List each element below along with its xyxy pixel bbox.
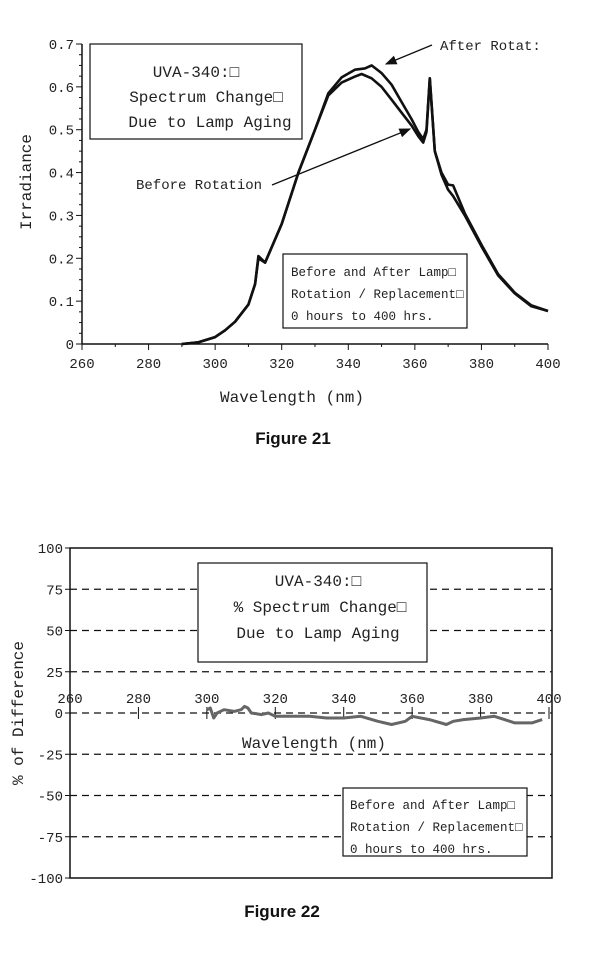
x-tick-label: 320 xyxy=(269,357,294,373)
x-axis-label: Wavelength (nm) xyxy=(242,735,386,753)
note-box xyxy=(342,787,528,857)
title-line-3: Due to Lamp Aging xyxy=(236,625,399,643)
y-tick-label: 100 xyxy=(38,542,63,558)
annotation-before-rotation: Before Rotation xyxy=(136,178,262,194)
note-box xyxy=(282,253,468,329)
title-box xyxy=(89,43,303,140)
y-tick-label: 25 xyxy=(46,666,63,682)
x-tick-label: 400 xyxy=(536,692,561,708)
x-tick-label: 360 xyxy=(402,357,427,373)
x-tick-label: 300 xyxy=(194,692,219,708)
x-tick-label: 320 xyxy=(263,692,288,708)
y-tick-label: 0 xyxy=(55,707,63,723)
y-tick-label: 0.6 xyxy=(49,81,74,97)
title-line-2: Spectrum Change□ xyxy=(129,89,283,107)
chart-figure-22: 100 75 50 25 0 -25 -50 -75 -100 260 280 300 320 340 36… xyxy=(10,542,562,921)
y-axis-label: Irradiance xyxy=(18,134,36,230)
x-axis-label: Wavelength (nm) xyxy=(220,389,364,407)
x-tick-label: 400 xyxy=(535,357,560,373)
title-box xyxy=(197,562,428,663)
title-line-1: UVA-340:□ xyxy=(275,573,362,591)
chart-figure-21: 0 0.1 0.2 0.3 0.4 0.5 0.6 0.7 260 280 300 320 340 360… xyxy=(18,38,561,448)
y-tick-label: 0.1 xyxy=(49,295,74,311)
x-tick-label: 340 xyxy=(336,357,361,373)
note-line-1: Before and After Lamp□ xyxy=(350,799,516,813)
y-tick-label: 0.5 xyxy=(49,124,74,140)
y-tick-label: 0.7 xyxy=(49,38,74,54)
series-before-rotation xyxy=(181,72,549,346)
figure-caption: Figure 22 xyxy=(244,902,320,921)
x-tick-label: 380 xyxy=(469,357,494,373)
y-tick-label: -25 xyxy=(38,748,63,764)
y-tick-label: -75 xyxy=(38,831,63,847)
y-tick-label: 0 xyxy=(66,338,74,354)
y-tick-label: 0.2 xyxy=(49,252,74,268)
y-tick-label: -50 xyxy=(38,790,63,806)
series-percent-difference xyxy=(206,704,543,726)
x-tick-label: 280 xyxy=(136,357,161,373)
arrow-after xyxy=(384,44,433,65)
title-line-1: UVA-340:□ xyxy=(153,64,240,82)
note-line-2: Rotation / Replacement□ xyxy=(291,288,464,302)
y-tick-label: 50 xyxy=(46,625,63,641)
title-line-2: % Spectrum Change□ xyxy=(234,599,407,617)
x-tick-label: 280 xyxy=(126,692,151,708)
x-tick-label: 340 xyxy=(331,692,356,708)
note-line-3: 0 hours to 400 hrs. xyxy=(291,310,434,324)
annotation-after-rotation: After Rotat: xyxy=(440,39,541,55)
note-line-3: 0 hours to 400 hrs. xyxy=(350,843,493,857)
x-tick-label: 260 xyxy=(57,692,82,708)
x-tick-label: 360 xyxy=(400,692,425,708)
x-tick-label: 380 xyxy=(468,692,493,708)
x-tick-label: 300 xyxy=(203,357,228,373)
y-axis-label: % of Difference xyxy=(10,641,28,785)
title-line-3: Due to Lamp Aging xyxy=(128,114,291,132)
note-line-1: Before and After Lamp□ xyxy=(291,266,457,280)
y-tick-label: -100 xyxy=(29,872,63,888)
arrow-before xyxy=(271,128,412,186)
figure-caption: Figure 21 xyxy=(255,429,331,448)
y-tick-label: 75 xyxy=(46,583,63,599)
y-tick-label: 0.3 xyxy=(49,209,74,225)
y-tick-label: 0.4 xyxy=(49,167,74,183)
note-line-2: Rotation / Replacement□ xyxy=(350,821,523,835)
x-tick-label: 260 xyxy=(69,357,94,373)
